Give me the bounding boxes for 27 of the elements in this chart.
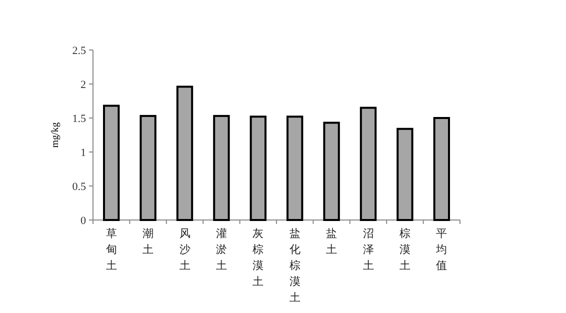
x-tick-label: 灌淤土 — [216, 227, 227, 272]
y-tick-label: 0.5 — [72, 180, 86, 193]
bar — [286, 116, 304, 221]
x-tick-label: 灰棕漠土 — [252, 227, 264, 288]
bar — [103, 104, 120, 221]
x-tick-label: 棕漠土 — [399, 227, 410, 272]
y-tick-label: 0 — [80, 214, 86, 227]
bar — [140, 114, 156, 221]
y-tick-label: 1.5 — [72, 112, 86, 125]
x-tick-label: 潮土 — [142, 227, 154, 256]
x-tick-label: 草甸土 — [106, 227, 117, 272]
x-tick-label: 风沙土 — [179, 227, 190, 272]
bar — [213, 114, 230, 221]
y-tick-label: 2.5 — [72, 44, 86, 57]
y-tick-label: 2 — [80, 78, 86, 91]
y-tick-label: 1 — [80, 146, 86, 159]
bar — [250, 116, 266, 221]
x-tick-label: 盐化棕漠土 — [289, 227, 300, 304]
x-tick-label: 盐土 — [326, 227, 338, 256]
x-tick-label: 沼泽土 — [362, 227, 374, 272]
bar — [396, 128, 414, 221]
bar — [360, 106, 377, 221]
x-tick-label: 平均值 — [435, 227, 448, 272]
y-axis-title: mg/kg — [50, 122, 61, 148]
bar — [323, 122, 340, 221]
bar — [433, 117, 450, 221]
bar — [176, 86, 194, 221]
